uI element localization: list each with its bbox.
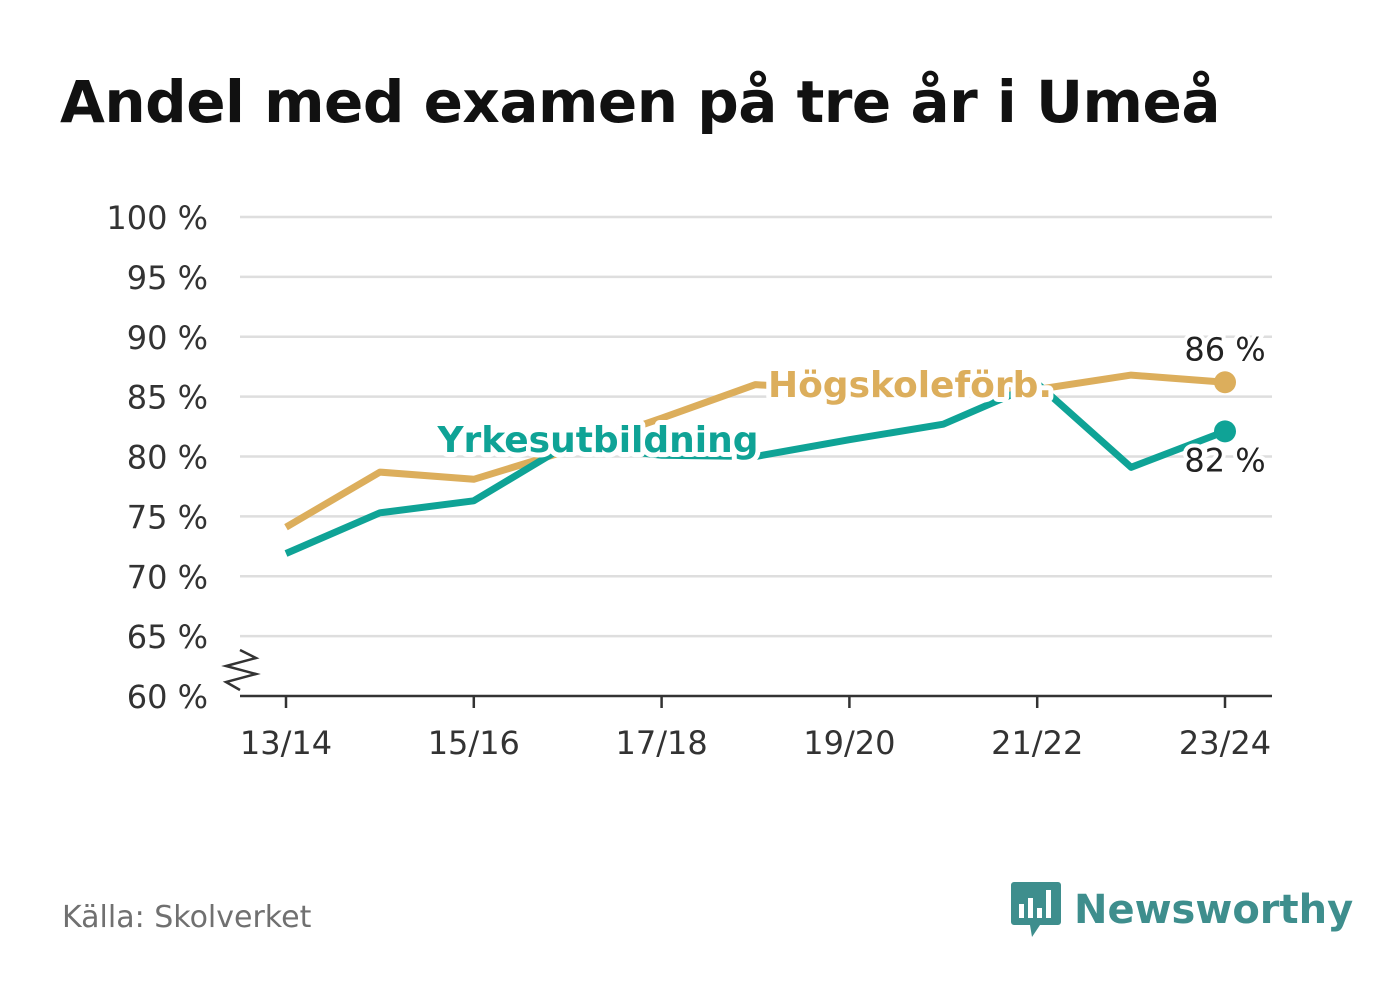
source-note: Källa: Skolverket xyxy=(62,900,312,935)
chart-title: Andel med examen på tre år i Umeå xyxy=(60,68,1220,136)
y-tick-label: 85 % xyxy=(127,379,208,417)
y-tick-label: 70 % xyxy=(127,558,208,596)
series-lines xyxy=(284,371,1236,557)
series-end-label-1: 82 % xyxy=(1184,441,1265,479)
brand-logo: Newsworthy xyxy=(1010,880,1353,940)
y-axis-ticks: 60 % 65 % 70 % 75 % 80 % 85 % 90 % 95 % 100 % xyxy=(106,199,208,716)
series-name-label-0: Högskoleförb. xyxy=(768,365,1052,406)
x-tick-label: 23/24 xyxy=(1179,724,1271,762)
newsworthy-logo-icon xyxy=(1011,882,1061,937)
y-tick-label: 75 % xyxy=(127,498,208,536)
series-end-point-0 xyxy=(1214,371,1236,394)
series-labels: Högskoleförb.Yrkesutbildning 86 % 82 % xyxy=(431,326,1269,483)
x-tick-label: 19/20 xyxy=(803,724,895,762)
x-axis-ticks: 13/14 15/16 17/18 19/20 21/22 23/24 xyxy=(240,696,1271,762)
y-tick-label: 95 % xyxy=(127,259,208,297)
y-tick-label: 90 % xyxy=(127,319,208,357)
x-tick-label: 15/16 xyxy=(428,724,520,762)
axis-break-mark xyxy=(221,648,261,692)
series-line-0 xyxy=(284,371,1226,531)
x-tick-label: 17/18 xyxy=(615,724,707,762)
brand-name: Newsworthy xyxy=(1074,887,1354,933)
series-line-1 xyxy=(284,380,1227,557)
y-tick-label: 60 % xyxy=(127,678,208,716)
axes xyxy=(221,648,1272,698)
x-tick-label: 13/14 xyxy=(240,724,332,762)
y-tick-label: 65 % xyxy=(127,618,208,656)
y-tick-label: 100 % xyxy=(106,199,208,237)
gridlines xyxy=(240,215,1272,638)
series-end-label-0: 86 % xyxy=(1184,330,1265,368)
x-tick-label: 21/22 xyxy=(991,724,1083,762)
series-end-point-1 xyxy=(1214,420,1236,443)
series-name-label-1: Yrkesutbildning xyxy=(436,420,758,461)
y-tick-label: 80 % xyxy=(127,439,208,477)
